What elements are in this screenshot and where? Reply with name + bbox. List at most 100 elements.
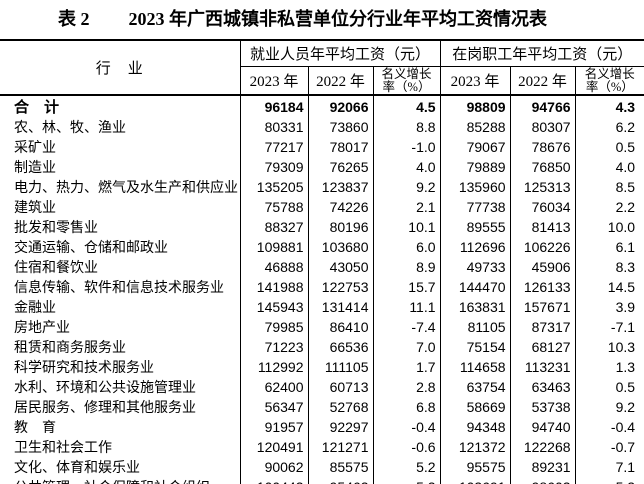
value-cell-2023-onpost: 63754 <box>439 377 511 397</box>
value-cell-2023-onpost: 95575 <box>439 457 511 477</box>
value-cell-2023-onpost: 103691 <box>439 477 511 484</box>
value-cell-2022-onpost: 94740 <box>509 417 576 437</box>
value-cell-growth-onpost: 1.3 <box>574 357 644 377</box>
value-cell-2023-employed: 79309 <box>239 157 308 177</box>
value-cell-2022-onpost: 53738 <box>509 397 576 417</box>
table-row: 农、林、牧、渔业 80331 73860 8.8 85288 80307 6.2 <box>0 117 644 137</box>
value-cell-growth-employed: 15.7 <box>372 277 441 297</box>
value-cell-growth-employed: 4.0 <box>372 157 441 177</box>
table-row: 金融业 145943 131414 11.1 163831 157671 3.9 <box>0 297 644 317</box>
growth-header-line2: 率（%） <box>382 79 431 94</box>
value-cell-2022-employed: 60713 <box>307 377 373 397</box>
value-cell-2023-onpost: 114658 <box>439 357 511 377</box>
value-cell-2022-employed: 86410 <box>307 317 373 337</box>
value-cell-2023-onpost: 121372 <box>439 437 511 457</box>
value-cell-2022-employed: 103680 <box>307 237 373 257</box>
value-cell-2023-onpost: 81105 <box>439 317 511 337</box>
value-cell-2022-onpost: 94766 <box>509 95 576 117</box>
growth-header-line1: 名义增长 <box>584 66 635 81</box>
value-cell-growth-onpost: 10.3 <box>574 337 644 357</box>
value-cell-growth-employed: 4.5 <box>372 95 441 117</box>
table-number: 表 2 <box>58 9 90 29</box>
value-cell-2022-employed: 43050 <box>307 257 373 277</box>
value-cell-2022-onpost: 89231 <box>509 457 576 477</box>
industry-cell: 信息传输、软件和信息技术服务业 <box>14 281 224 296</box>
value-cell-growth-onpost: 10.0 <box>574 217 644 237</box>
value-cell-2022-employed: 74226 <box>307 197 373 217</box>
value-cell-2022-onpost: 78676 <box>509 137 576 157</box>
value-cell-growth-onpost: 3.9 <box>574 297 644 317</box>
value-cell-2023-employed: 71223 <box>239 337 308 357</box>
value-cell-2022-onpost: 76034 <box>509 197 576 217</box>
value-cell-growth-onpost: 0.5 <box>574 377 644 397</box>
col-header-industry: 行 业 <box>0 40 240 96</box>
value-cell-2023-employed: 88327 <box>239 217 308 237</box>
value-cell-growth-onpost: 2.2 <box>574 197 644 217</box>
col-header-2022-onpost: 2022 年 <box>509 66 576 96</box>
col-group-onpost-wage: 在岗职工年平均工资（元） <box>439 40 644 67</box>
value-cell-2023-onpost: 144470 <box>439 277 511 297</box>
table-row: 电力、热力、燃气及水生产和供应业 135205 123837 9.2 13596… <box>0 177 644 197</box>
value-cell-2023-onpost: 135960 <box>439 177 511 197</box>
value-cell-2023-employed: 77217 <box>239 137 308 157</box>
industry-cell: 电力、热力、燃气及水生产和供应业 <box>14 181 238 196</box>
industry-cell: 建筑业 <box>14 201 56 216</box>
page-title: 2023 年广西城镇非私营单位分行业年平均工资情况表 <box>128 9 548 29</box>
industry-cell: 科学研究和技术服务业 <box>14 361 154 376</box>
table-row: 文化、体育和娱乐业 90062 85575 5.2 95575 89231 7.… <box>0 457 644 477</box>
header-sub-row: 2023 年 2022 年 名义增长 率（%） 2023 年 2022 年 名义… <box>0 66 644 96</box>
value-cell-2022-onpost: 106226 <box>509 237 576 257</box>
value-cell-2023-employed: 75788 <box>239 197 308 217</box>
table-row: 租赁和商务服务业 71223 66536 7.0 75154 68127 10.… <box>0 337 644 357</box>
value-cell-2022-employed: 78017 <box>307 137 373 157</box>
value-cell-growth-onpost: 5.2 <box>574 477 644 484</box>
table-row: 信息传输、软件和信息技术服务业 141988 122753 15.7 14447… <box>0 277 644 297</box>
industry-cell: 文化、体育和娱乐业 <box>14 461 140 476</box>
value-cell-2023-employed: 109881 <box>239 237 308 257</box>
table-row: 制造业 79309 76265 4.0 79889 76850 4.0 <box>0 157 644 177</box>
value-cell-2023-onpost: 77738 <box>439 197 511 217</box>
value-cell-growth-onpost: 0.5 <box>574 137 644 157</box>
industry-cell: 批发和零售业 <box>14 221 98 236</box>
table-row: 房地产业 79985 86410 -7.4 81105 87317 -7.1 <box>0 317 644 337</box>
value-cell-2023-employed: 120491 <box>239 437 308 457</box>
value-cell-2022-onpost: 157671 <box>509 297 576 317</box>
value-cell-growth-employed: 8.9 <box>372 257 441 277</box>
value-cell-2022-employed: 121271 <box>307 437 373 457</box>
value-cell-2023-employed: 91957 <box>239 417 308 437</box>
industry-cell: 金融业 <box>14 301 56 316</box>
value-cell-2023-onpost: 79067 <box>439 137 511 157</box>
value-cell-growth-employed: 9.2 <box>372 177 441 197</box>
value-cell-2022-employed: 92066 <box>307 95 373 117</box>
value-cell-growth-employed: 2.1 <box>372 197 441 217</box>
industry-cell: 合 计 <box>14 100 60 116</box>
value-cell-2022-onpost: 81413 <box>509 217 576 237</box>
value-cell-2022-employed: 85575 <box>307 457 373 477</box>
col-group-employed-wage: 就业人员年平均工资（元） <box>239 40 441 67</box>
value-cell-2023-employed: 79985 <box>239 317 308 337</box>
value-cell-2023-employed: 90062 <box>239 457 308 477</box>
value-cell-growth-onpost: 14.5 <box>574 277 644 297</box>
value-cell-2022-onpost: 126133 <box>509 277 576 297</box>
value-cell-growth-employed: -0.4 <box>372 417 441 437</box>
value-cell-2022-onpost: 76850 <box>509 157 576 177</box>
value-cell-2022-employed: 123837 <box>307 177 373 197</box>
table-header: 行 业 就业人员年平均工资（元） 在岗职工年平均工资（元） 2023 年 202… <box>0 40 644 96</box>
value-cell-growth-employed: -0.6 <box>372 437 441 457</box>
value-cell-growth-onpost: 8.3 <box>574 257 644 277</box>
value-cell-growth-employed: -7.4 <box>372 317 441 337</box>
value-cell-2023-onpost: 75154 <box>439 337 511 357</box>
table-row: 合 计 96184 92066 4.5 98809 94766 4.3 <box>0 95 644 117</box>
value-cell-2022-employed: 52768 <box>307 397 373 417</box>
industry-cell: 制造业 <box>14 161 56 176</box>
header-group-row: 行 业 就业人员年平均工资（元） 在岗职工年平均工资（元） <box>0 40 644 96</box>
value-cell-2023-onpost: 85288 <box>439 117 511 137</box>
table-row: 建筑业 75788 74226 2.1 77738 76034 2.2 <box>0 197 644 217</box>
value-cell-2023-onpost: 98809 <box>439 95 511 117</box>
industry-cell: 卫生和社会工作 <box>14 441 112 456</box>
value-cell-2023-onpost: 89555 <box>439 217 511 237</box>
growth-header-line1: 名义增长 <box>381 66 432 81</box>
col-header-2023-onpost: 2023 年 <box>439 66 511 96</box>
table-row: 交通运输、仓储和邮政业 109881 103680 6.0 112696 106… <box>0 237 644 257</box>
